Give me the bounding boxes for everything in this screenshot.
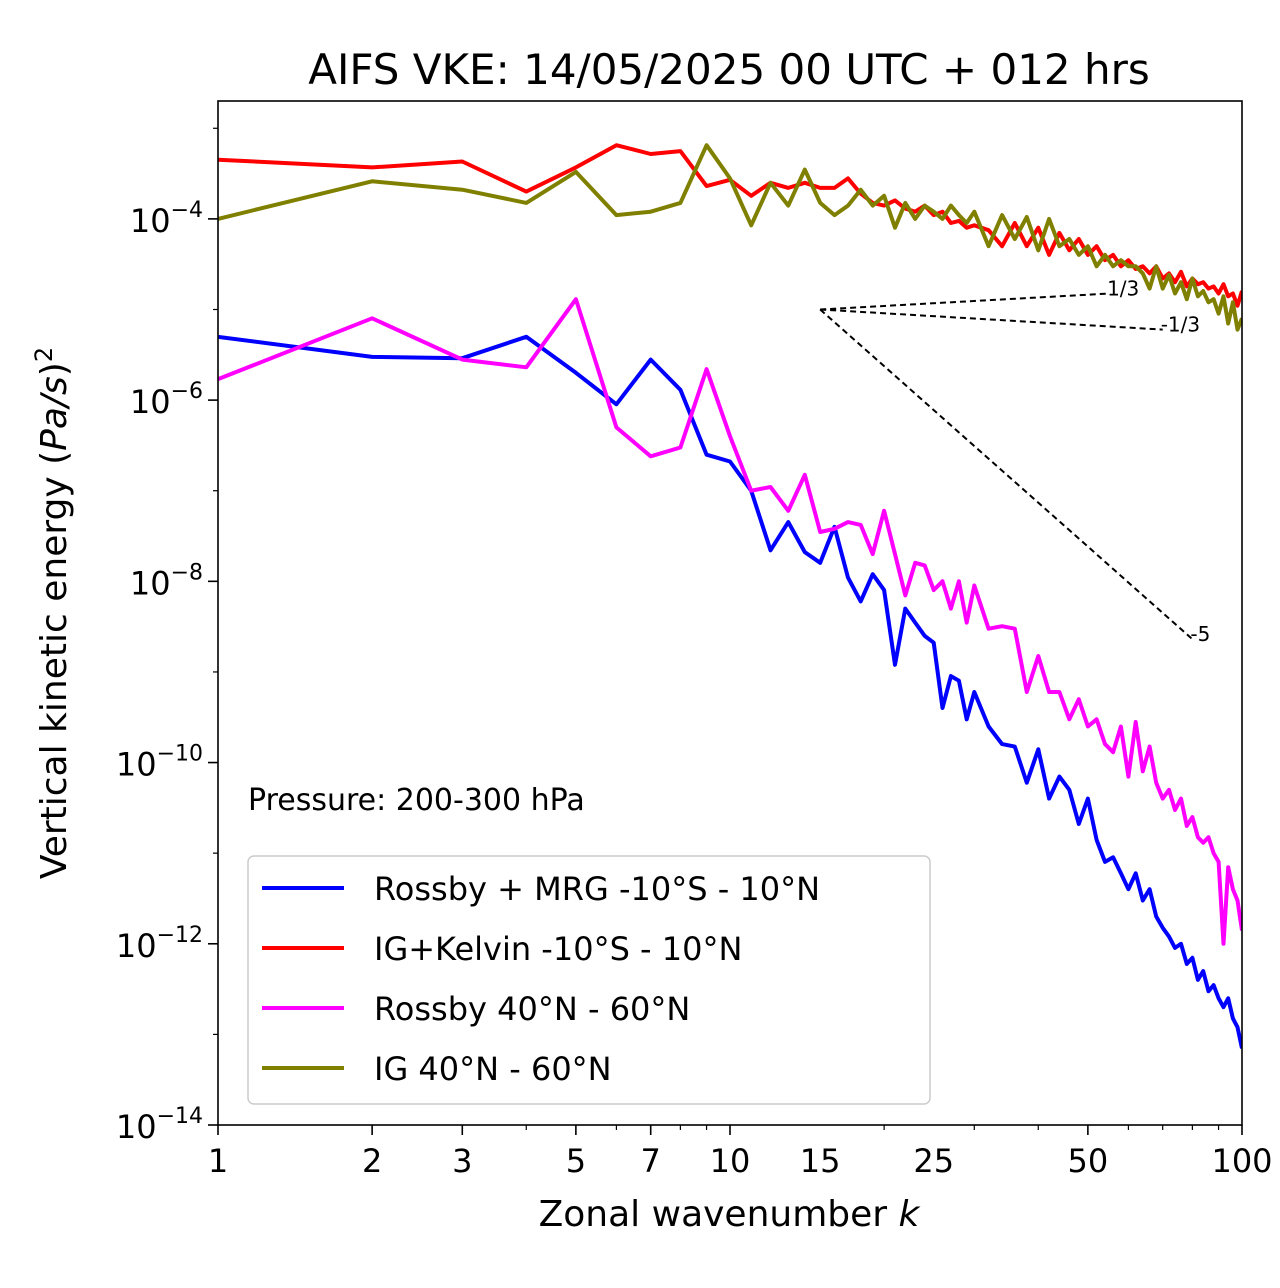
x-tick-label: 5 <box>566 1142 586 1180</box>
legend-frame <box>247 855 931 1105</box>
y-axis-label-close: ) <box>34 362 75 376</box>
reference-slope-label-1: 1/3 <box>1107 277 1139 301</box>
series-line-1 <box>218 334 1242 1049</box>
reference-slope-3 <box>819 308 1194 640</box>
x-axis-label-italic: k <box>899 1194 922 1235</box>
legend-label-3: Rossby 40°N - 60°N <box>374 990 690 1028</box>
x-axis-label: Zonal wavenumber k <box>539 1194 922 1235</box>
reference-slope-label-3: -5 <box>1190 622 1210 646</box>
x-axis: 1 2 3 5 7 10 15 25 50 100 <box>208 1125 1273 1180</box>
reference-slope-label-2: -1/3 <box>1161 313 1200 337</box>
x-tick-label: 2 <box>362 1142 382 1180</box>
x-tick-label: 25 <box>913 1142 954 1180</box>
y-axis-label-sup: 2 <box>30 347 58 362</box>
y-tick-label: 10−10 <box>116 742 203 784</box>
y-tick-label: 10−4 <box>130 198 203 240</box>
legend: Rossby + MRG -10°S - 10°N IG+Kelvin -10°S… <box>247 855 931 1105</box>
x-tick-label: 100 <box>1211 1142 1272 1180</box>
chart-title: AIFS VKE: 14/05/2025 00 UTC + 012 hrs <box>308 45 1150 94</box>
reference-slope-layer: 1/3 -1/3 -5 <box>819 277 1210 646</box>
y-tick-label: 10−12 <box>116 923 203 965</box>
series-line-2 <box>218 143 1242 308</box>
y-axis-label-italic: Pa/s <box>34 376 75 451</box>
legend-label-2: IG+Kelvin -10°S - 10°N <box>374 930 742 968</box>
series-line-4 <box>218 143 1242 332</box>
y-axis: 10−4 10−6 10−8 10−10 10−12 10−14 <box>116 127 218 1146</box>
series-layer <box>218 143 1242 1049</box>
pressure-annotation: Pressure: 200-300 hPa <box>248 783 585 818</box>
x-tick-label: 1 <box>208 1142 228 1180</box>
x-tick-label: 50 <box>1068 1142 1109 1180</box>
y-tick-label: 10−8 <box>130 560 203 602</box>
legend-label-4: IG 40°N - 60°N <box>374 1050 612 1088</box>
reference-slope-2 <box>820 308 1163 331</box>
y-tick-label: 10−14 <box>116 1104 203 1146</box>
y-axis-label-text: Vertical kinetic energy ( <box>34 451 75 879</box>
y-tick-label: 10−6 <box>130 379 203 421</box>
series-line-3 <box>218 297 1242 946</box>
legend-label-1: Rossby + MRG -10°S - 10°N <box>374 870 820 908</box>
y-axis-label: Vertical kinetic energy (Pa/s)2 <box>30 347 75 879</box>
x-tick-label: 7 <box>641 1142 661 1180</box>
x-tick-label: 3 <box>452 1142 472 1180</box>
x-tick-label: 15 <box>800 1142 841 1180</box>
reference-slope-1 <box>820 292 1110 311</box>
x-axis-label-text: Zonal wavenumber <box>539 1194 899 1235</box>
x-tick-label: 10 <box>710 1142 751 1180</box>
